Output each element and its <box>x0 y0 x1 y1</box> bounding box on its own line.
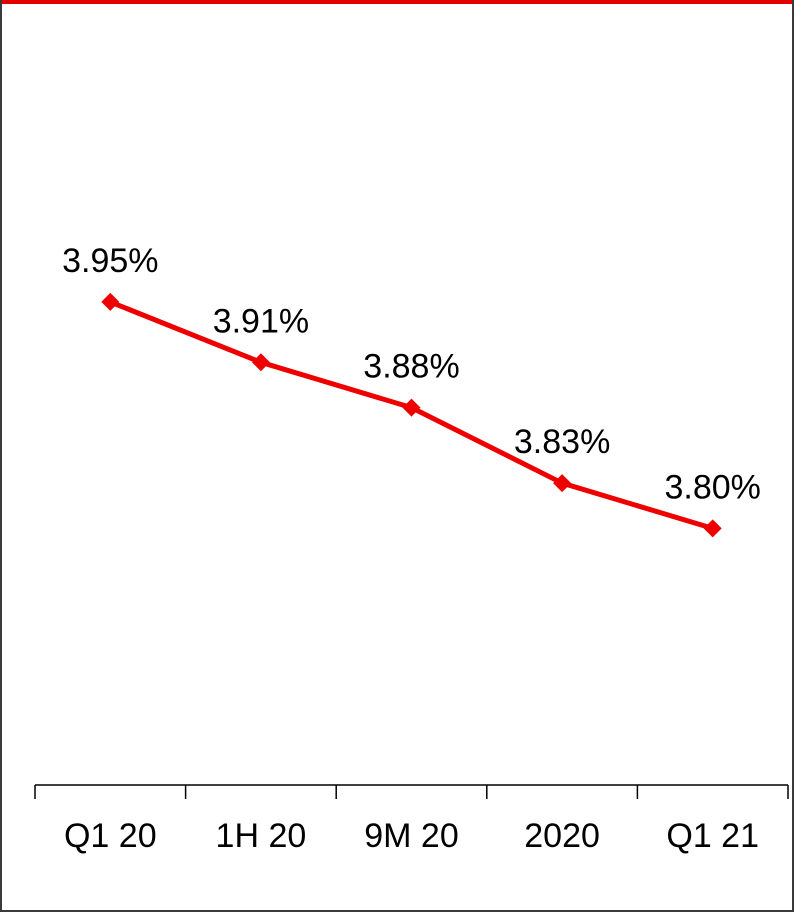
data-label: 3.80% <box>664 468 760 506</box>
label-layer: 3.95% 3.91% 3.88% 3.83% 3.80% <box>62 242 761 506</box>
data-label: 3.95% <box>62 242 158 280</box>
data-label: 3.88% <box>363 348 459 386</box>
data-label: 3.83% <box>514 423 610 461</box>
data-point-marker <box>703 519 722 538</box>
x-tick-label: 1H 20 <box>216 817 307 855</box>
data-point-marker <box>553 474 572 493</box>
x-tick-label: Q1 20 <box>64 817 157 855</box>
data-point-marker <box>101 292 120 311</box>
marker-layer <box>101 292 722 538</box>
x-tick-label: 2020 <box>524 817 600 855</box>
x-tick-label: Q1 21 <box>666 817 759 855</box>
x-tick-label: 9M 20 <box>364 817 459 855</box>
data-point-marker <box>402 398 421 417</box>
top-accent-bar <box>2 0 792 4</box>
data-point-marker <box>251 353 270 372</box>
tick-layer: Q1 20 1H 20 9M 20 2020 Q1 21 <box>34 785 789 855</box>
data-label: 3.91% <box>213 302 309 340</box>
